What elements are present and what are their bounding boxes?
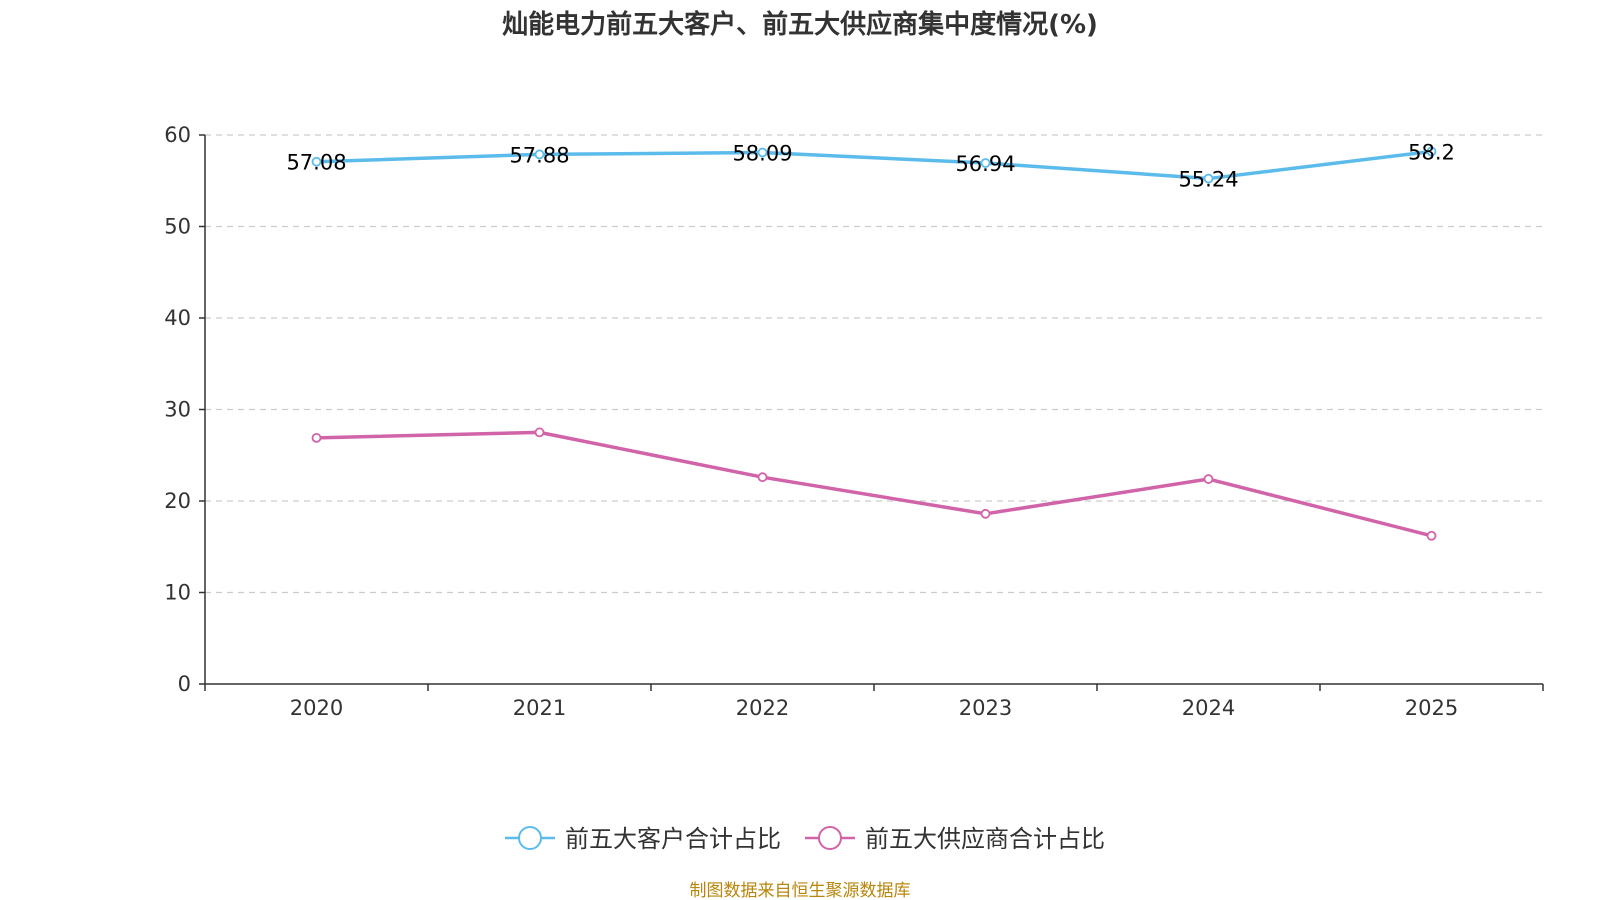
- data-point: [534, 427, 545, 438]
- y-tick-label: 50: [164, 215, 191, 239]
- data-label: 57.08: [286, 151, 346, 175]
- series-line-2: [316, 430, 1432, 538]
- data-labels: 57.08 57.88 58.09 56.94 55.24 58.2: [286, 140, 1454, 191]
- chart-title: 灿能电力前五大客户、前五大供应商集中度情况(%): [502, 9, 1098, 40]
- series-group: [311, 146, 1437, 541]
- x-tick-label: 2023: [959, 696, 1012, 720]
- y-tick-label: 40: [164, 306, 191, 330]
- source-note: 制图数据来自恒生聚源数据库: [690, 881, 911, 900]
- data-point: [311, 156, 322, 167]
- legend-label-2: 前五大供应商合计占比: [865, 825, 1105, 853]
- y-tick-label: 20: [164, 489, 191, 513]
- data-point: [311, 432, 322, 443]
- data-label: 56.94: [955, 152, 1015, 176]
- legend-marker-2: [818, 826, 842, 850]
- data-point: [980, 158, 991, 168]
- legend: 前五大客户合计占比 前五大供应商合计占比: [505, 825, 1105, 853]
- data-point: [1203, 173, 1214, 184]
- x-tick-label: 2024: [1182, 696, 1235, 720]
- data-label: 55.24: [1178, 168, 1238, 192]
- axes: 0 10 20 30 40 50 60 2020 2021 2022 2023 2024 2025: [164, 123, 1544, 720]
- x-tick-label: 2022: [736, 696, 789, 720]
- data-point: [534, 149, 545, 160]
- data-label: 58.2: [1408, 140, 1455, 164]
- y-tick-label: 10: [164, 581, 191, 605]
- data-point: [1426, 146, 1437, 157]
- x-tick-label: 2025: [1405, 696, 1458, 720]
- x-tick-label: 2021: [513, 696, 566, 720]
- y-tick-label: 60: [164, 123, 191, 147]
- legend-label-1: 前五大客户合计占比: [565, 825, 781, 853]
- data-label: 58.09: [732, 141, 792, 165]
- y-tick-label: 0: [178, 672, 191, 696]
- x-tick-label: 2020: [290, 696, 343, 720]
- data-point: [980, 508, 991, 519]
- data-label: 57.88: [509, 143, 569, 167]
- grid-lines: [205, 134, 1543, 594]
- series-line-1: [316, 149, 1432, 181]
- data-point: [1203, 474, 1214, 484]
- y-tick-label: 30: [164, 398, 191, 422]
- legend-marker-1: [518, 826, 542, 850]
- data-point: [757, 147, 768, 158]
- data-point: [757, 472, 768, 483]
- data-point: [1426, 530, 1437, 541]
